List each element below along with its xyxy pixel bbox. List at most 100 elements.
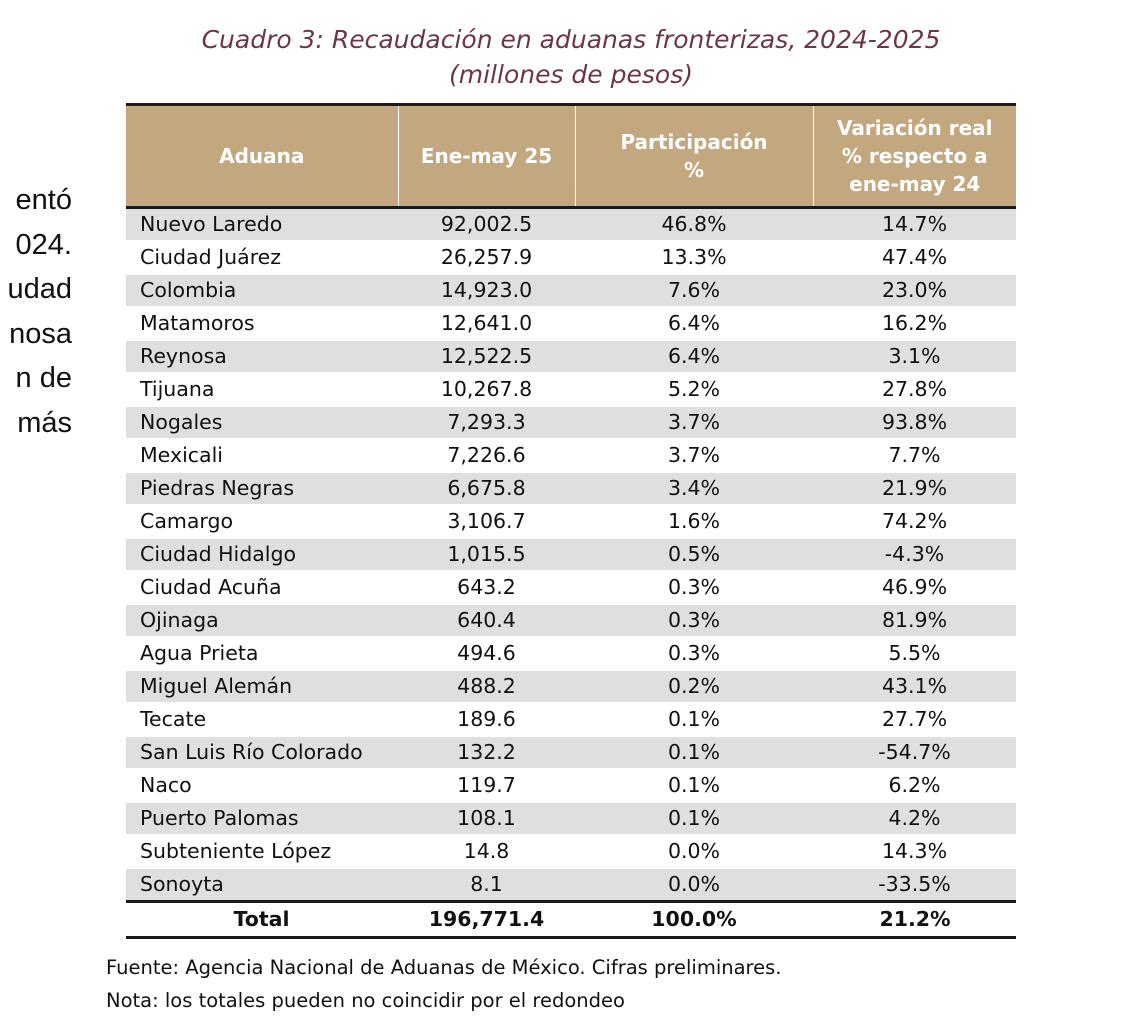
cell-participacion: 6.4% — [575, 307, 813, 341]
cell-participacion: 0.1% — [575, 736, 813, 770]
header-ene-may-25: Ene-may 25 — [397, 103, 575, 209]
cell-participacion: 6.4% — [575, 340, 813, 374]
cell-aduana: Sonoyta — [126, 868, 398, 903]
table-row: Subteniente López 14.8 0.0% 14.3% — [126, 835, 1016, 869]
cell-ene-may-25: 189.6 — [398, 703, 575, 737]
cell-aduana: Nogales — [126, 406, 398, 440]
cell-aduana: Subteniente López — [126, 835, 398, 869]
cell-variacion-real: -33.5% — [813, 868, 1016, 903]
table-body: Nuevo Laredo 92,002.5 46.8% 14.7% Ciudad Juá… — [126, 207, 1016, 903]
cell-participacion: 1.6% — [575, 505, 813, 539]
customs-revenue-table: Aduana Ene-may 25 Participación% Variación … — [126, 103, 1016, 939]
table-row: Mexicali 7,226.6 3.7% 7.7% — [126, 439, 1016, 473]
header-text: ene-may 24 — [849, 172, 981, 196]
source-note: Fuente: Agencia Nacional de Aduanas de M… — [106, 956, 782, 979]
cell-ene-may-25: 8.1 — [398, 868, 575, 903]
cell-ene-may-25: 640.4 — [398, 604, 575, 638]
cell-ene-may-25: 1,015.5 — [398, 538, 575, 572]
cell-aduana: San Luis Río Colorado — [126, 736, 398, 770]
cell-aduana: Agua Prieta — [126, 637, 398, 671]
side-text-line: 024. — [15, 228, 72, 261]
header-text: Aduana — [219, 144, 305, 168]
table-title-line-1: Cuadro 3: Recaudación en aduanas fronter… — [201, 25, 941, 54]
table-notes: Fuente: Agencia Nacional de Aduanas de M… — [106, 951, 782, 1017]
cell-aduana: Ciudad Hidalgo — [126, 538, 398, 572]
cell-aduana: Ciudad Acuña — [126, 571, 398, 605]
table-row: Piedras Negras 6,675.8 3.4% 21.9% — [126, 472, 1016, 506]
cell-variacion-real: 3.1% — [813, 340, 1016, 374]
cell-aduana: Piedras Negras — [126, 472, 398, 506]
side-text-line: entó — [15, 184, 72, 216]
table-row: Ojinaga 640.4 0.3% 81.9% — [126, 604, 1016, 638]
cell-ene-may-25: 26,257.9 — [398, 241, 575, 275]
cell-variacion-real: 43.1% — [813, 670, 1016, 704]
cell-variacion-real: -4.3% — [813, 538, 1016, 572]
cell-participacion: 13.3% — [575, 241, 813, 275]
cell-ene-may-25: 14,923.0 — [398, 274, 575, 308]
table-title: Cuadro 3: Recaudación en aduanas fronter… — [126, 22, 1016, 92]
cell-participacion: 0.3% — [575, 637, 813, 671]
table-row: Colombia 14,923.0 7.6% 23.0% — [126, 274, 1016, 308]
cell-ene-may-25: 12,641.0 — [398, 307, 575, 341]
cell-variacion-real: 23.0% — [813, 274, 1016, 308]
table-row: Ciudad Hidalgo 1,015.5 0.5% -4.3% — [126, 538, 1016, 572]
table-row: Matamoros 12,641.0 6.4% 16.2% — [126, 307, 1016, 341]
header-text: Variación real — [836, 116, 993, 140]
table-total-row: Total 196,771.4 100.0% 21.2% — [126, 900, 1016, 939]
header-aduana: Aduana — [126, 103, 398, 209]
cell-ene-may-25: 7,226.6 — [398, 439, 575, 473]
cell-ene-may-25: 494.6 — [398, 637, 575, 671]
cell-participacion: 0.1% — [575, 769, 813, 803]
cell-aduana: Tijuana — [126, 373, 398, 407]
cell-ene-may-25: 10,267.8 — [398, 373, 575, 407]
table-row: Tijuana 10,267.8 5.2% 27.8% — [126, 373, 1016, 407]
cell-aduana: Ciudad Juárez — [126, 241, 398, 275]
cell-participacion: 0.2% — [575, 670, 813, 704]
header-participacion: Participación% — [574, 103, 813, 209]
header-text: % respecto a — [841, 144, 988, 168]
cell-variacion-real: 16.2% — [813, 307, 1016, 341]
cell-aduana: Tecate — [126, 703, 398, 737]
cell-participacion: 3.4% — [575, 472, 813, 506]
cell-variacion-real: 93.8% — [813, 406, 1016, 440]
header-text: Participación — [620, 130, 768, 154]
cell-participacion: 0.3% — [575, 604, 813, 638]
total-variacion-real: 21.2% — [812, 900, 1016, 939]
table-row: Ciudad Juárez 26,257.9 13.3% 47.4% — [126, 241, 1016, 275]
cell-variacion-real: 6.2% — [813, 769, 1016, 803]
cell-ene-may-25: 119.7 — [398, 769, 575, 803]
cell-variacion-real: 7.7% — [813, 439, 1016, 473]
total-participacion: 100.0% — [574, 900, 813, 939]
side-text-line: n de — [15, 362, 72, 394]
cell-participacion: 0.3% — [575, 571, 813, 605]
cell-aduana: Mexicali — [126, 439, 398, 473]
cell-variacion-real: 21.9% — [813, 472, 1016, 506]
cell-variacion-real: 14.3% — [813, 835, 1016, 869]
cell-participacion: 0.1% — [575, 802, 813, 836]
cell-ene-may-25: 488.2 — [398, 670, 575, 704]
cell-ene-may-25: 12,522.5 — [398, 340, 575, 374]
cell-participacion: 5.2% — [575, 373, 813, 407]
cell-participacion: 3.7% — [575, 406, 813, 440]
cell-ene-may-25: 3,106.7 — [398, 505, 575, 539]
table-row: Reynosa 12,522.5 6.4% 3.1% — [126, 340, 1016, 374]
cell-participacion: 0.5% — [575, 538, 813, 572]
cell-participacion: 0.0% — [575, 868, 813, 903]
table-row: Agua Prieta 494.6 0.3% 5.5% — [126, 637, 1016, 671]
cell-ene-may-25: 643.2 — [398, 571, 575, 605]
cell-participacion: 0.0% — [575, 835, 813, 869]
cell-ene-may-25: 108.1 — [398, 802, 575, 836]
customs-revenue-table-container: Aduana Ene-may 25 Participación% Variación … — [126, 103, 1016, 939]
cell-aduana: Ojinaga — [126, 604, 398, 638]
side-text-line: nosa — [9, 317, 72, 350]
cell-aduana: Miguel Alemán — [126, 670, 398, 704]
side-text-line: más — [17, 406, 72, 439]
header-text: % — [683, 158, 705, 182]
cell-variacion-real: 5.5% — [813, 637, 1016, 671]
cell-participacion: 46.8% — [575, 207, 813, 242]
cell-ene-may-25: 92,002.5 — [398, 207, 575, 242]
cell-ene-may-25: 6,675.8 — [398, 472, 575, 506]
table-row: Nogales 7,293.3 3.7% 93.8% — [126, 406, 1016, 440]
table-row: Naco 119.7 0.1% 6.2% — [126, 769, 1016, 803]
cell-aduana: Camargo — [126, 505, 398, 539]
